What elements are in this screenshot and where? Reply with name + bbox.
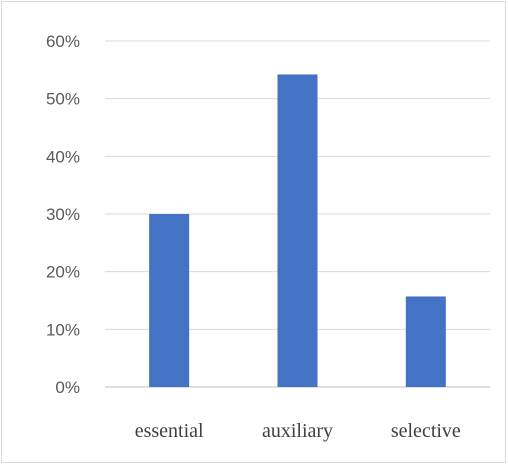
x-tick-label: auxiliary xyxy=(262,420,333,442)
y-tick-label: 10% xyxy=(46,320,80,339)
y-tick-label: 0% xyxy=(55,378,80,397)
y-tick-label: 50% xyxy=(46,90,80,109)
bar-auxiliary xyxy=(277,74,318,388)
y-tick-label: 40% xyxy=(46,147,80,166)
x-tick-label: selective xyxy=(391,420,461,442)
bars xyxy=(149,74,446,388)
y-tick-label: 30% xyxy=(46,205,80,224)
bar-selective xyxy=(405,296,446,387)
x-tick-label: essential xyxy=(135,420,204,442)
bar-essential xyxy=(149,214,190,387)
y-tick-label: 20% xyxy=(46,263,80,282)
x-axis-ticks: essential auxiliary selective xyxy=(135,420,461,442)
y-tick-label: 60% xyxy=(46,32,80,51)
y-axis-ticks: 0% 10% 20% 30% 40% 50% 60% xyxy=(46,32,80,397)
